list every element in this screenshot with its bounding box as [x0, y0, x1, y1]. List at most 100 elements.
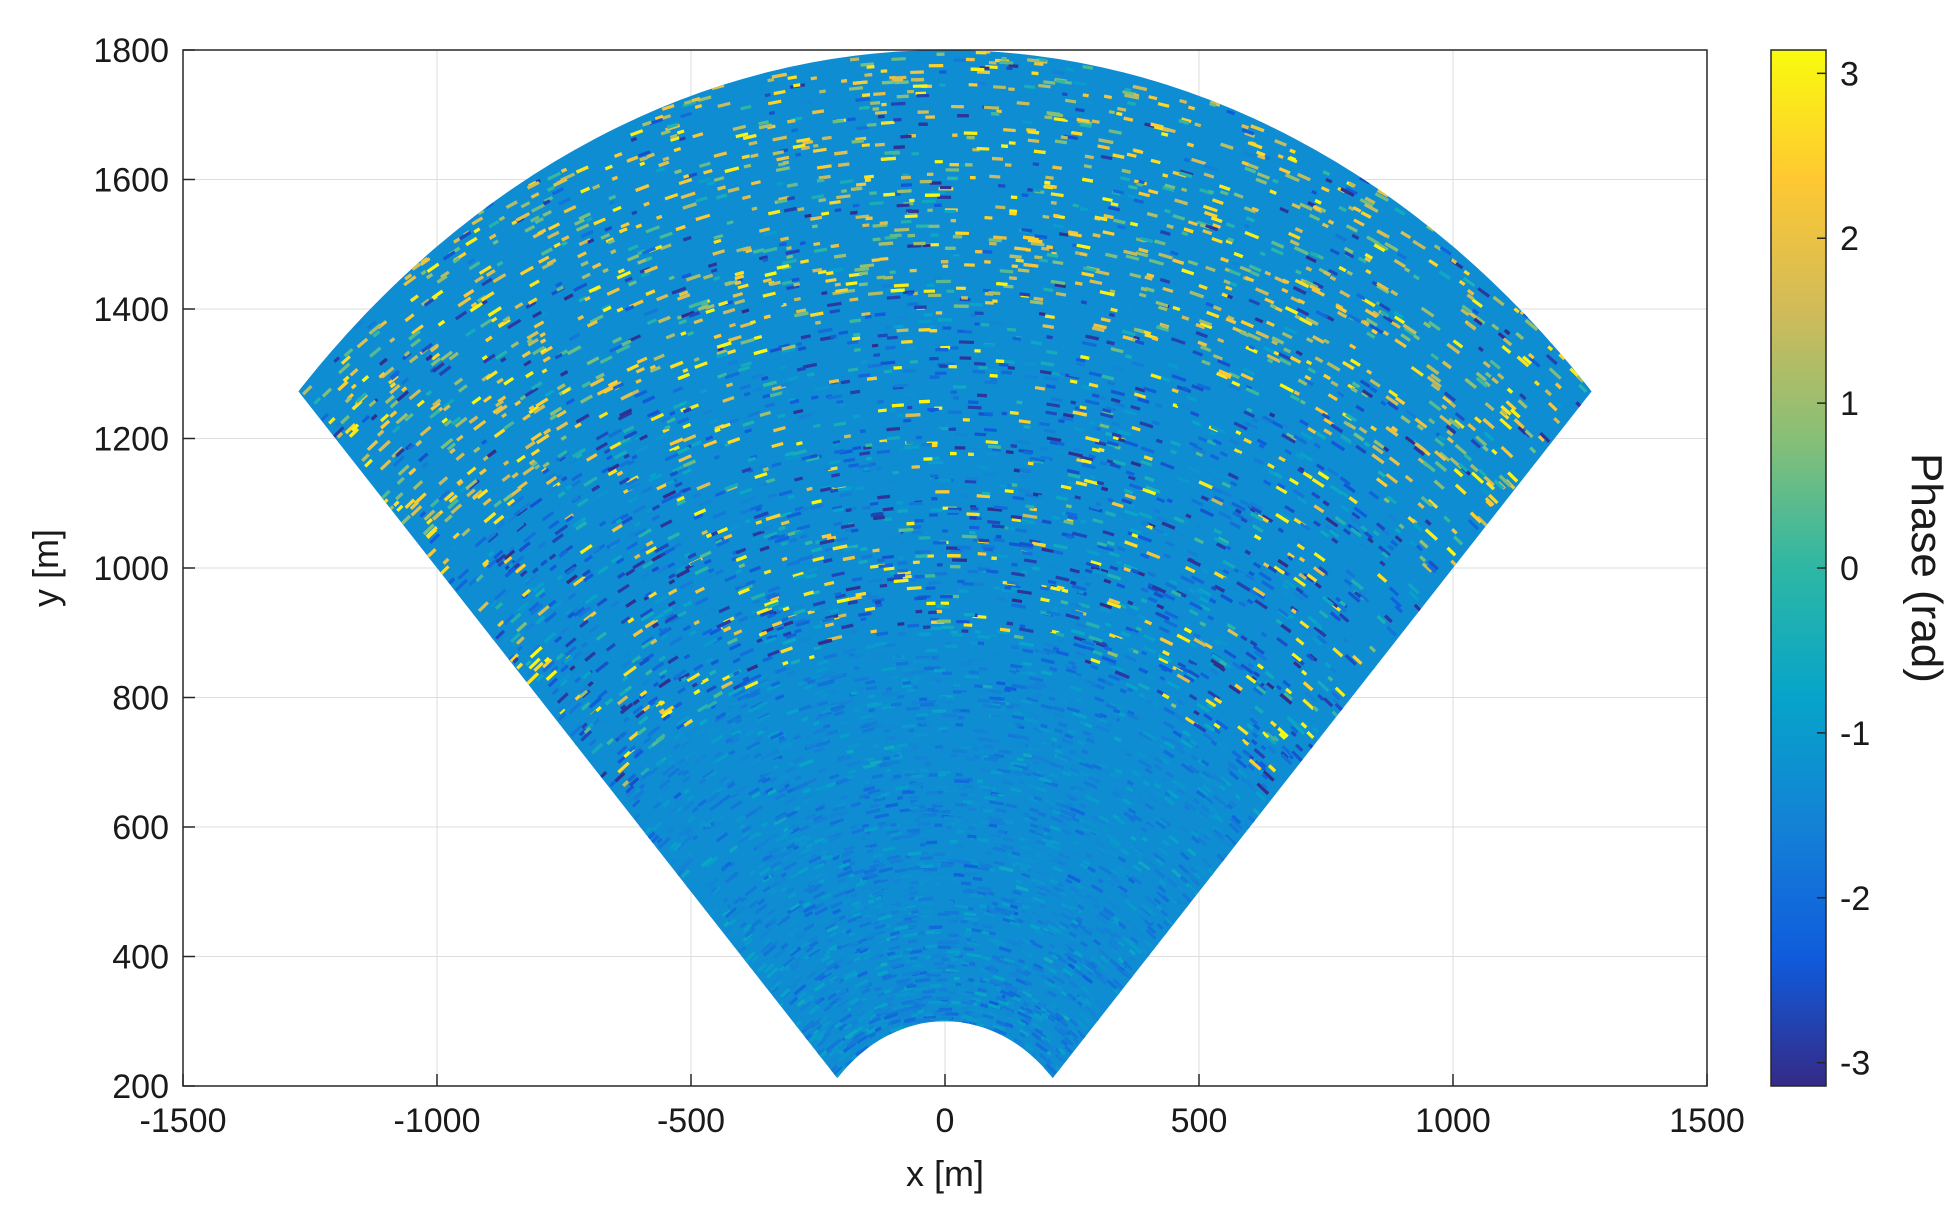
phase-speckle [821, 211, 830, 216]
phase-speckle [496, 260, 504, 267]
phase-speckle [742, 932, 753, 942]
phase-speckle [834, 208, 842, 213]
phase-speckle [896, 203, 910, 208]
phase-speckle [985, 301, 994, 305]
phase-speckle [344, 423, 357, 435]
phase-speckle [1233, 192, 1244, 199]
phase-speckle [1113, 931, 1122, 939]
phase-speckle [1394, 535, 1403, 543]
phase-speckle [1427, 498, 1439, 509]
phase-speckle [810, 813, 821, 820]
phase-speckle [862, 505, 871, 511]
phase-speckle [1015, 439, 1030, 445]
phase-speckle [1109, 867, 1123, 878]
phase-speckle [1166, 680, 1180, 690]
phase-speckle [725, 382, 734, 388]
phase-speckle [779, 364, 788, 370]
phase-speckle [789, 946, 802, 957]
phase-speckle [1041, 547, 1054, 554]
phase-speckle [1033, 785, 1048, 793]
phase-speckle [1153, 782, 1162, 789]
phase-speckle [1108, 597, 1121, 605]
phase-speckle [1311, 636, 1323, 647]
phase-speckle [829, 308, 841, 314]
phase-speckle [1109, 702, 1122, 711]
phase-speckle [853, 644, 859, 649]
phase-speckle [1148, 258, 1165, 266]
phase-speckle [846, 340, 859, 345]
phase-speckle [969, 445, 975, 449]
phase-speckle [574, 694, 582, 701]
phase-speckle [1022, 990, 1033, 998]
phase-speckle [1302, 573, 1315, 583]
phase-speckle [554, 524, 569, 536]
phase-speckle [714, 538, 723, 545]
phase-speckle [1072, 711, 1087, 720]
phase-speckle [501, 473, 511, 482]
phase-speckle [919, 887, 928, 892]
phase-speckle [448, 494, 458, 504]
phase-speckle [962, 494, 970, 498]
phase-speckle [1120, 631, 1131, 638]
phase-speckle [675, 465, 689, 474]
phase-speckle [993, 586, 1001, 591]
phase-speckle [1160, 776, 1168, 783]
phase-speckle [1229, 800, 1237, 808]
phase-speckle [439, 565, 450, 576]
phase-speckle [869, 191, 877, 196]
phase-speckle [768, 110, 776, 116]
phase-speckle [651, 504, 661, 512]
phase-speckle [760, 784, 767, 790]
phase-speckle [867, 788, 881, 795]
phase-speckle [496, 377, 504, 385]
phase-speckle [1137, 758, 1153, 769]
phase-speckle [896, 977, 911, 985]
phase-speckle [1110, 307, 1118, 313]
phase-speckle [1063, 134, 1079, 140]
phase-speckle [767, 649, 780, 657]
phase-speckle [963, 330, 973, 334]
phase-speckle [751, 606, 766, 615]
phase-speckle [955, 231, 970, 236]
phase-speckle [682, 422, 692, 429]
phase-speckle [1308, 213, 1321, 222]
phase-speckle [1342, 637, 1349, 644]
phase-speckle [906, 346, 916, 351]
phase-speckle [889, 858, 903, 865]
phase-speckle [1139, 905, 1152, 917]
phase-speckle [474, 536, 487, 548]
phase-speckle [782, 631, 792, 637]
phase-speckle [364, 458, 373, 468]
phase-speckle [576, 497, 589, 508]
phase-speckle [1090, 664, 1099, 670]
phase-speckle [862, 223, 870, 228]
phase-speckle [694, 361, 708, 369]
phase-speckle [1110, 389, 1126, 397]
phase-speckle [1242, 430, 1249, 436]
phase-speckle [1491, 323, 1500, 331]
phase-speckle [1005, 450, 1014, 455]
phase-speckle [1271, 339, 1279, 346]
phase-speckle [1237, 600, 1247, 608]
phase-speckle [1067, 993, 1077, 1002]
phase-speckle [879, 221, 888, 226]
phase-speckle [1267, 736, 1277, 745]
phase-speckle [914, 986, 928, 992]
phase-speckle [516, 621, 528, 633]
phase-speckle [1197, 758, 1207, 767]
phase-speckle [935, 785, 950, 789]
phase-speckle [750, 180, 761, 186]
phase-speckle [1070, 560, 1085, 568]
phase-speckle [680, 191, 696, 200]
phase-speckle [928, 460, 944, 465]
phase-speckle [796, 524, 811, 531]
phase-speckle [886, 829, 899, 835]
phase-speckle [649, 364, 657, 370]
phase-speckle [883, 1002, 893, 1008]
phase-speckle [732, 124, 747, 131]
phase-speckle [645, 225, 661, 234]
phase-speckle [708, 462, 716, 468]
phase-speckle [1024, 84, 1036, 89]
phase-speckle [869, 862, 884, 870]
phase-speckle [338, 362, 351, 375]
